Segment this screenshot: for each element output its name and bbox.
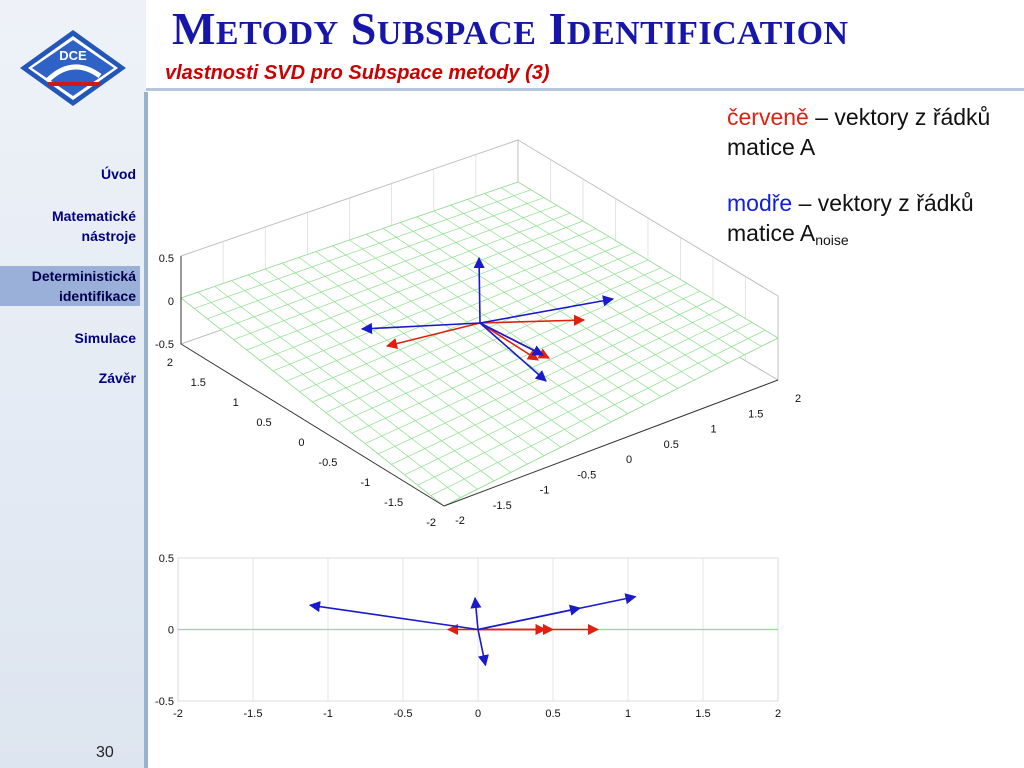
x-tick-label: -1.5 [493,500,512,512]
vector-2d-blue [477,629,489,667]
page-number: 30 [96,744,114,761]
x-tick-label: -1 [540,485,550,497]
x-tick-label: 0 [475,708,481,720]
y-tick-label: -0.5 [155,696,174,708]
page-subtitle: vlastnosti SVD pro Subspace metody (3) [165,62,550,84]
x-tick-label: -2 [455,515,465,527]
nav-item-zaver[interactable]: Závěr [98,370,136,386]
z-tick-label: -0.5 [155,339,174,351]
legend-blue-subscript: noise [815,232,849,248]
vector-2d-blue [470,596,482,630]
z-tick-label: 0 [168,296,174,308]
vector-3d-blue [479,322,547,382]
x-tick-label: 1 [625,708,631,720]
x-tick-label: -2 [173,708,183,720]
y-tick-label: 0 [168,625,174,637]
nav-item-deterministicka-identifikace[interactable]: Deterministická identifikace [0,266,140,306]
legend-red-word: červeně [727,104,809,130]
vector-2d-blue [477,593,637,631]
y-tick-label: 1.5 [191,377,206,389]
x-tick-label: 1.5 [695,708,710,720]
x-tick-label: 0.5 [664,439,679,451]
x-tick-label: -1.5 [244,708,263,720]
vector-2d-blue [477,604,582,631]
sidebar [0,0,146,768]
vector-3d-blue [479,295,615,324]
legend-red: červeně – vektory z řádků matice A [727,102,1017,162]
x-tick-label: -0.5 [577,469,596,481]
y-tick-label: -0.5 [318,457,337,469]
x-tick-label: 2 [795,393,801,405]
vector-3d-red [385,322,481,350]
x-tick-label: -1 [323,708,333,720]
y-tick-label: 0.5 [256,417,271,429]
y-tick-label: -1 [360,477,370,489]
x-tick-label: 0 [626,454,632,466]
nav-item-simulace[interactable]: Simulace [74,330,136,346]
vector-3d-red [479,314,586,326]
vector-3d-red [479,322,550,359]
y-tick-label: 2 [167,357,173,369]
y-tick-label: -1.5 [384,497,403,509]
sidebar-divider [144,92,148,768]
header-divider [146,88,1024,91]
nav-item-matematicke-nastroje[interactable]: Matematické nástroje [51,208,136,244]
y-tick-label: 0.5 [159,553,174,565]
dce-logo: DCE [20,30,126,106]
x-tick-label: 0.5 [545,708,560,720]
logo-text: DCE [59,48,87,63]
x-tick-label: 2 [775,708,781,720]
x-tick-label: 1.5 [748,408,763,420]
vector-3d-red [479,322,539,361]
legend-blue-word: modře [727,190,793,216]
y-tick-label: 0 [298,437,304,449]
vector-3d-blue [479,322,544,356]
vector-2d-blue [308,601,479,631]
nav-item-uvod[interactable]: Úvod [101,166,136,182]
legend-blue: modře – vektory z řádků matice Anoise [727,188,1017,255]
x-tick-label: -0.5 [394,708,413,720]
vector-3d-blue [360,322,481,335]
vectors-3d [360,256,615,382]
x-tick-label: 1 [710,424,716,436]
vector-3d-blue [473,256,485,324]
y-tick-label: -2 [426,517,436,529]
vectors-2d [308,593,637,667]
y-tick-label: 1 [233,397,239,409]
z-tick-label: 0.5 [159,253,174,265]
page-title: METODY SUBSPACE IDENTIFICATION [172,3,849,54]
